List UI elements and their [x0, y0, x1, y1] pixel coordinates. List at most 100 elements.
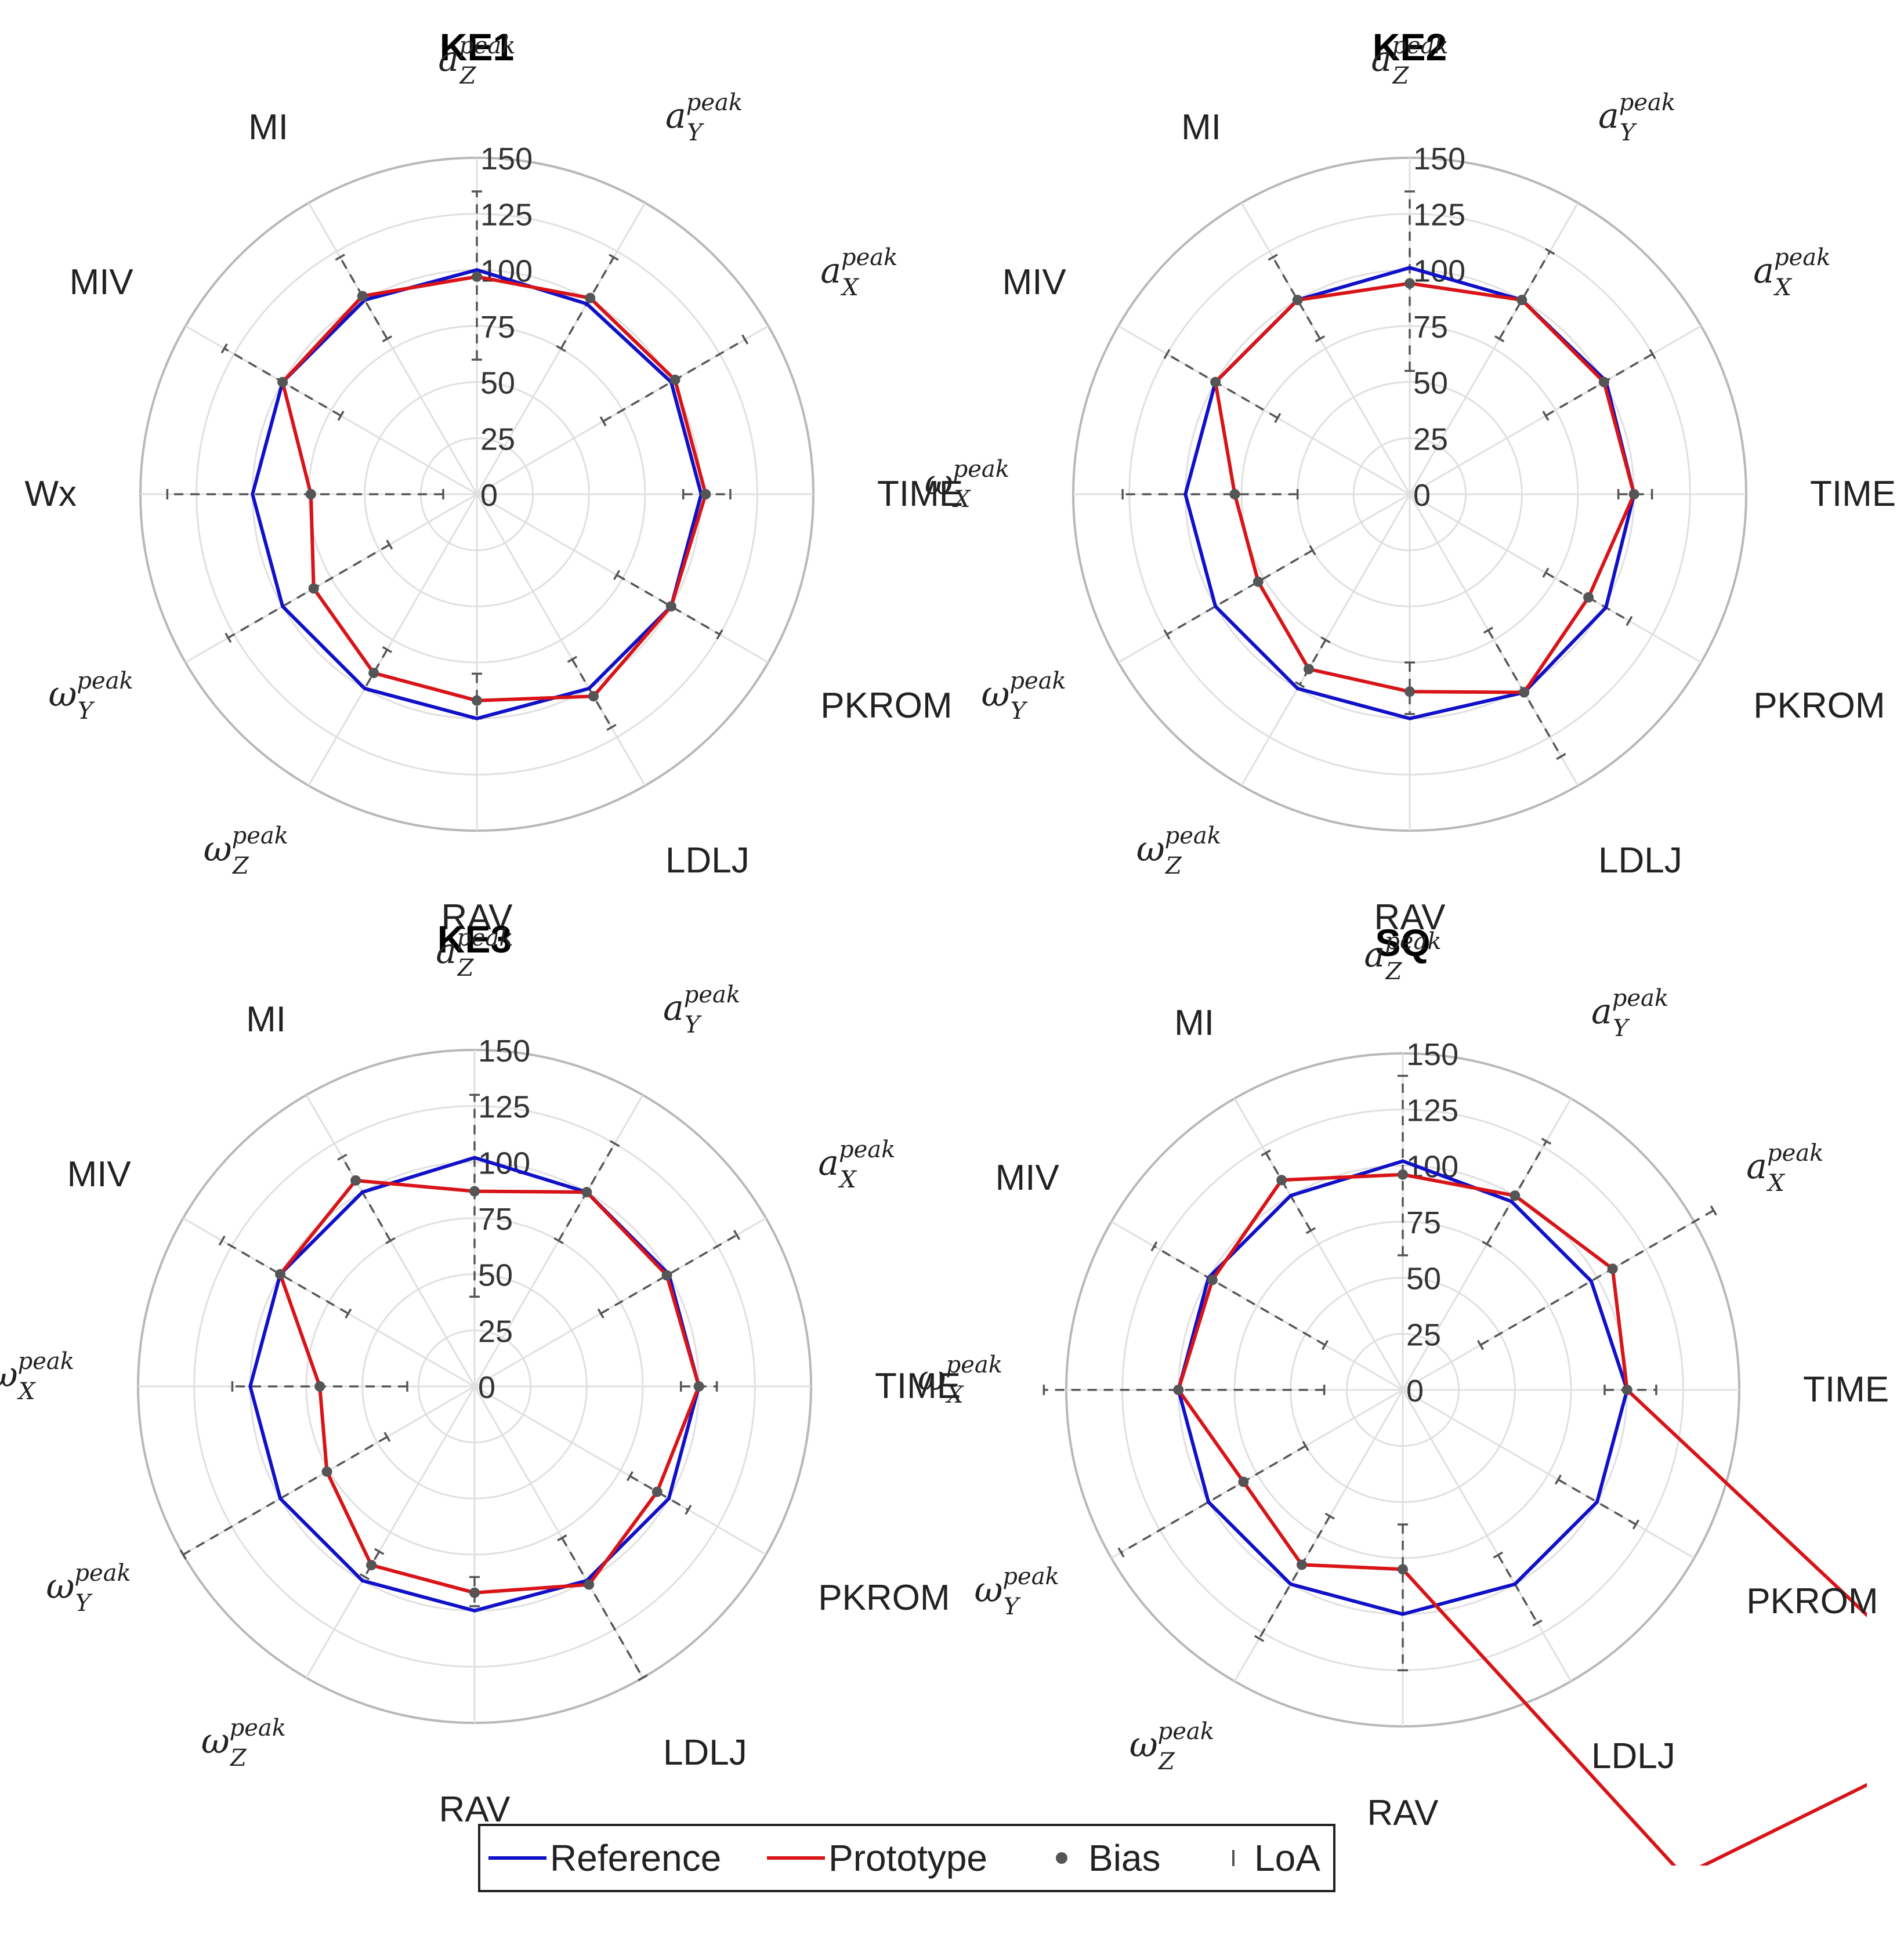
bias-point — [1207, 1274, 1218, 1285]
bias-point — [661, 1270, 672, 1281]
bias-point — [588, 691, 599, 702]
axis-label-ldlj: LDLJ — [663, 1733, 747, 1773]
legend-item-bias: Bias — [1056, 1837, 1161, 1879]
axis-label-pkrom: PKROM — [820, 686, 952, 726]
loa-range — [1163, 545, 1316, 640]
bias-point — [581, 1187, 592, 1198]
axis-label-ax: apeak X — [1753, 244, 1830, 301]
grid-spoke — [1240, 202, 1411, 495]
grid-spoke — [1402, 1220, 1695, 1391]
bias-point — [305, 489, 316, 499]
bias-point — [1607, 1263, 1618, 1274]
axis-label-wy: ωpeak Y — [46, 1560, 131, 1617]
panel-title: KE2 — [1373, 26, 1447, 68]
r-tick-label: 0 — [480, 478, 498, 513]
axis-label-az: apeak Z — [436, 925, 513, 982]
axis-label-ay: apeak Y — [663, 982, 740, 1038]
axis-label-pkrom: PKROM — [1746, 1581, 1878, 1621]
loa-range — [359, 1548, 385, 1581]
bias-point — [1292, 295, 1303, 306]
loa-range — [1542, 567, 1633, 626]
bias-point — [314, 1381, 325, 1392]
axis-label-time: TIME — [875, 1366, 961, 1406]
axis-label-rav: RAV — [1367, 1793, 1439, 1833]
axis-label-az: apeak Z — [1371, 32, 1448, 89]
axis-label-pkrom: PKROM — [1753, 686, 1885, 726]
r-tick-label: 50 — [1406, 1262, 1441, 1296]
axis-label-time: TIME — [1803, 1370, 1889, 1410]
loa-range — [179, 1432, 391, 1560]
loa-range — [1043, 1385, 1326, 1395]
r-tick-label: 25 — [1413, 422, 1448, 457]
bias-point — [469, 1587, 480, 1598]
axis-label-ay: apeak Y — [1598, 89, 1675, 146]
r-tick-label: 125 — [478, 1090, 530, 1125]
bias-point — [700, 489, 711, 499]
axis-label-miv: MIV — [996, 1158, 1060, 1198]
loa-range — [337, 1153, 396, 1244]
r-tick-label: 50 — [478, 1258, 513, 1293]
r-tick-label: 125 — [1413, 198, 1465, 233]
axis-label-rav: RAV — [1374, 897, 1446, 937]
axis-label-mi: MI — [248, 107, 288, 147]
loa-range — [1268, 253, 1326, 343]
legend-item-loa: LoA — [1232, 1837, 1320, 1879]
loa-range — [1398, 1523, 1408, 1672]
legend-item-reference: Reference — [488, 1837, 721, 1879]
grid-spoke — [307, 202, 478, 495]
bias-point — [1398, 1169, 1408, 1180]
grid-spoke — [473, 1386, 644, 1679]
axis-label-ldlj: LDLJ — [665, 841, 750, 881]
r-tick-label: 25 — [480, 422, 515, 457]
loa-range — [1117, 1440, 1309, 1558]
axis-label-ldlj: LDLJ — [1598, 841, 1682, 881]
bias-point — [1210, 376, 1221, 387]
axis-label-miv: MIV — [70, 262, 134, 302]
axis-label-miv: MIV — [1002, 262, 1067, 302]
loa-range — [166, 489, 444, 499]
bias-point — [1516, 295, 1527, 306]
bias-point — [1398, 1564, 1408, 1575]
legend-label: Prototype — [828, 1837, 987, 1879]
axis-label-ay: apeak Y — [1591, 985, 1668, 1042]
axis-label-wz: ωpeak Z — [1130, 1718, 1214, 1775]
bias-point — [1583, 592, 1594, 603]
bias-point — [584, 1579, 595, 1590]
grid-spoke — [1402, 1389, 1695, 1559]
bias-point — [669, 374, 680, 385]
bias-point — [469, 1186, 480, 1197]
axis-label-ldlj: LDLJ — [1591, 1736, 1675, 1776]
axis-label-miv: MIV — [67, 1154, 132, 1194]
r-tick-label: 125 — [480, 198, 533, 233]
axis-label-time: TIME — [1810, 474, 1896, 514]
grid-spoke — [1409, 494, 1579, 787]
loa-range — [1476, 1205, 1717, 1350]
axis-label-az: apeak Z — [438, 32, 515, 89]
r-tick-label: 75 — [1413, 310, 1448, 345]
bias-point — [1253, 576, 1264, 587]
panel-title: KE3 — [437, 918, 512, 961]
bias-point — [1405, 278, 1415, 289]
bias-point — [585, 292, 596, 303]
grid-spoke — [1402, 1389, 1572, 1682]
loa-range — [1482, 1138, 1552, 1248]
bias-point — [1297, 1559, 1307, 1570]
legend-label: Bias — [1088, 1837, 1161, 1879]
grid-spoke — [1409, 493, 1702, 664]
bias-point — [693, 1381, 704, 1392]
axis-label-ax: apeak X — [820, 244, 897, 301]
axis-label-wy: ωpeak Y — [981, 668, 1066, 725]
grid-spoke — [474, 1385, 767, 1556]
loa-range — [1603, 1385, 1657, 1395]
loa-range — [1494, 248, 1555, 343]
axis-label-mi: MI — [1181, 107, 1221, 147]
bias-point — [275, 1269, 286, 1280]
bias-point — [350, 1175, 361, 1186]
loa-range — [557, 1534, 648, 1682]
